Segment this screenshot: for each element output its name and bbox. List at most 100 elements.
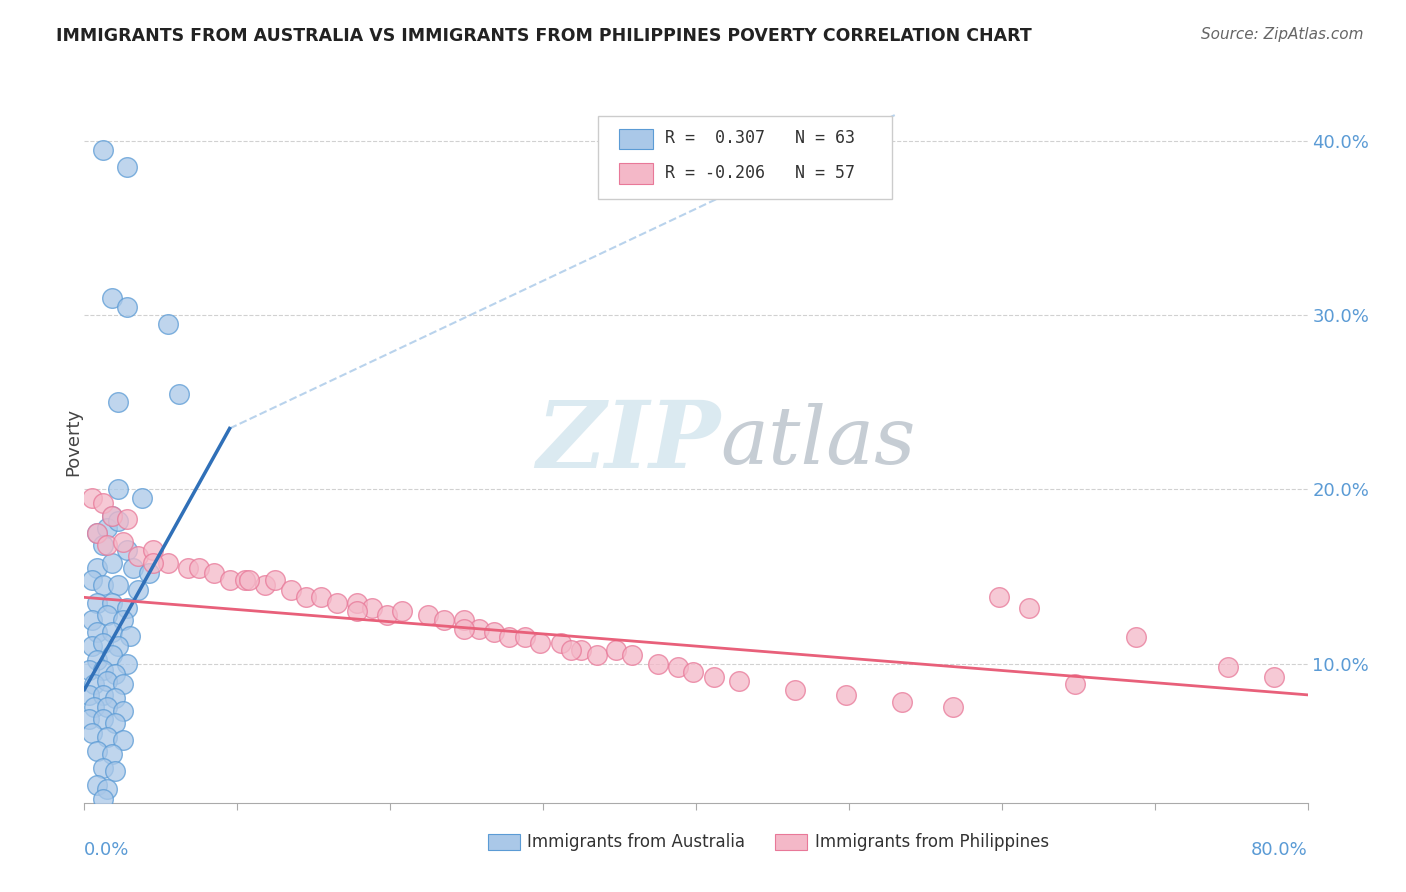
Point [1263,670,1285,684]
Point [142,556,165,570]
Point [115,300,138,314]
Point [391,604,413,618]
Point [620,648,643,662]
Point [80,573,103,587]
Point [111,733,134,747]
Point [80,613,103,627]
Point [101,625,124,640]
Point [202,566,225,580]
Text: Immigrants from Philippines: Immigrants from Philippines [814,833,1049,851]
Point [682,665,704,680]
Point [91,143,114,157]
Point [987,591,1010,605]
Point [311,591,333,605]
Point [115,512,138,526]
Point [91,712,114,726]
Point [188,561,211,575]
Point [115,600,138,615]
Point [111,704,134,718]
Point [96,700,118,714]
Point [111,677,134,691]
Point [111,534,134,549]
Point [96,538,118,552]
Point [295,591,318,605]
Point [122,561,145,575]
Text: R = -0.206   N = 57: R = -0.206 N = 57 [665,164,855,182]
Point [127,583,149,598]
Point [86,561,108,575]
Bar [488,834,520,850]
Point [86,778,108,792]
Point [942,700,965,714]
Point [138,566,160,580]
Point [238,573,260,587]
Point [83,700,105,714]
Point [91,635,114,649]
Point [91,792,114,806]
Point [96,730,118,744]
Point [785,682,807,697]
Point [107,395,129,409]
Point [96,521,118,535]
Point [218,573,240,587]
Point [91,538,114,552]
Point [86,653,108,667]
Point [107,483,129,497]
Point [647,657,669,671]
Point [167,386,190,401]
Text: Source: ZipAtlas.com: Source: ZipAtlas.com [1201,27,1364,42]
Point [91,688,114,702]
Point [835,688,858,702]
Point [96,781,118,796]
Bar [619,128,654,149]
Point [77,688,100,702]
Point [433,613,456,627]
Point [115,161,138,175]
Point [666,660,689,674]
Text: R =  0.307   N = 63: R = 0.307 N = 63 [665,129,855,147]
Text: ZIP: ZIP [536,397,720,486]
Point [346,596,368,610]
Point [253,578,276,592]
Point [703,670,725,684]
Point [101,747,124,761]
Point [86,525,108,540]
Point [101,508,124,523]
Point [177,561,200,575]
Point [550,635,572,649]
Point [482,625,505,640]
Point [120,629,142,643]
Point [101,508,124,523]
Point [1216,660,1239,674]
Point [104,715,127,730]
Point [280,583,302,598]
Point [83,677,105,691]
Point [569,642,592,657]
Point [375,607,398,622]
Point [1125,631,1147,645]
Point [91,664,114,678]
Point [86,625,108,640]
Point [529,635,551,649]
Point [107,639,129,653]
Point [498,631,520,645]
Point [418,607,440,622]
Point [96,673,118,688]
Point [86,596,108,610]
Point [86,525,108,540]
Point [111,613,134,627]
Point [1018,600,1040,615]
Point [157,556,180,570]
Point [104,667,127,681]
Bar [619,163,654,184]
Point [77,664,100,678]
Point [80,639,103,653]
Point [727,673,749,688]
Point [127,549,149,563]
Point [585,648,607,662]
Point [325,596,347,610]
Point [453,613,475,627]
Point [453,622,475,636]
Point [468,622,491,636]
Point [513,631,536,645]
